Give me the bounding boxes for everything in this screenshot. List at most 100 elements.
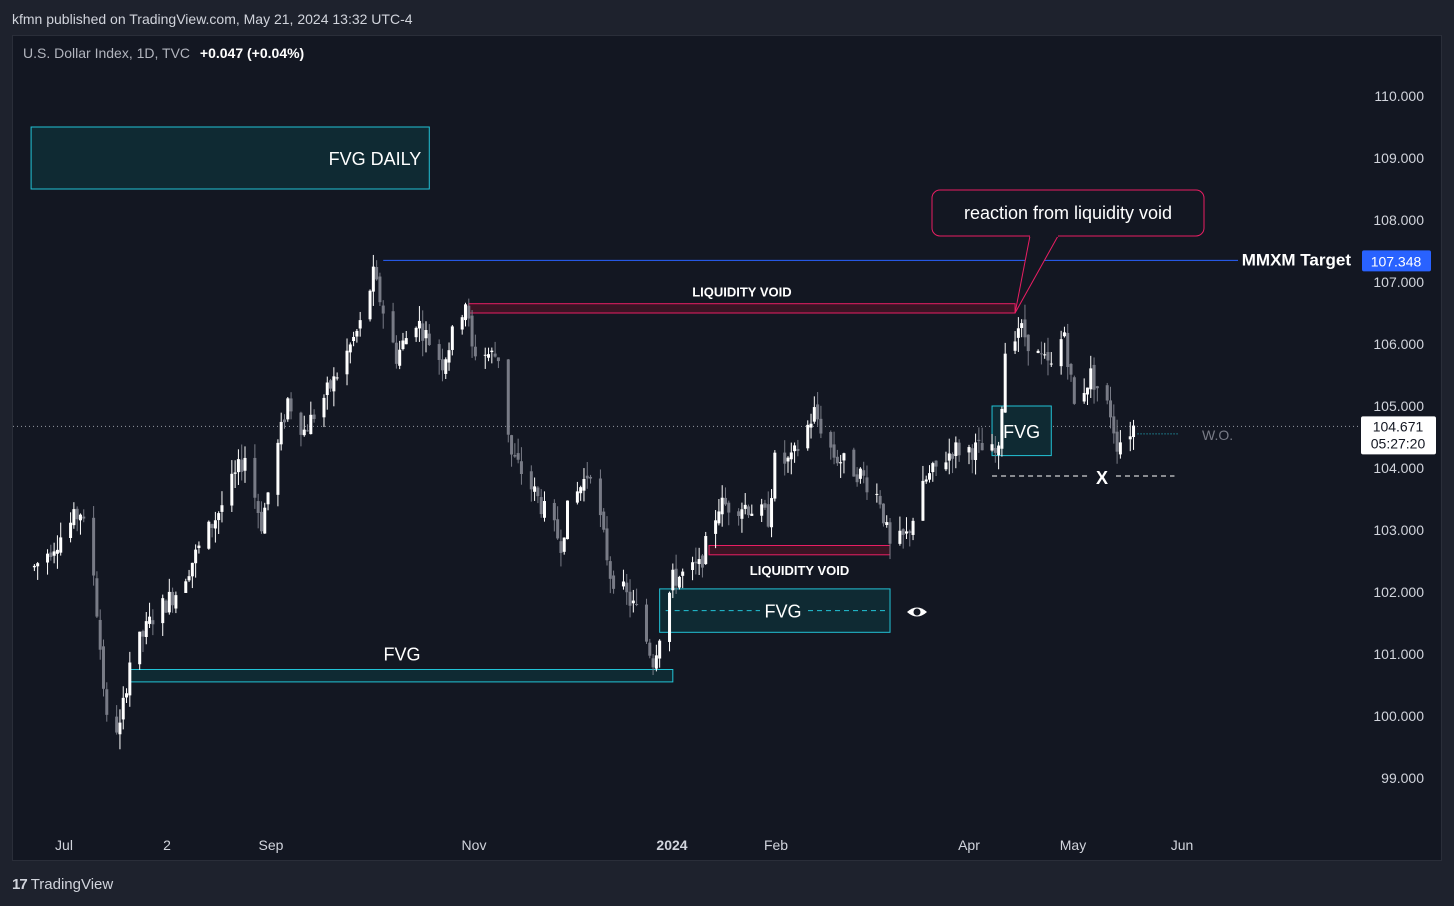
candle (213, 511, 217, 543)
candle-body (463, 304, 467, 321)
wo-label: W.O. (1202, 427, 1233, 443)
candle-body (1066, 332, 1070, 367)
candle-body (72, 509, 76, 526)
candle (947, 438, 951, 475)
candle-body (1026, 334, 1030, 352)
candle-body (207, 521, 211, 549)
candle (552, 499, 556, 532)
candle-body (631, 600, 635, 604)
candle-body (763, 503, 767, 508)
candle-body (1003, 353, 1007, 413)
candle (881, 503, 885, 527)
candle-body (559, 541, 563, 553)
candle (243, 446, 247, 483)
candle-body (98, 619, 102, 650)
symbol-legend[interactable]: U.S. Dollar Index, 1D, TVC +0.047 (+0.04… (23, 45, 304, 61)
candle (648, 638, 652, 659)
candle (602, 508, 606, 533)
candle-body (161, 598, 165, 624)
tradingview-footer[interactable]: 17 TradingView (12, 876, 113, 893)
candle-body (1132, 425, 1136, 438)
candle-body (997, 445, 1001, 456)
candle (144, 612, 148, 645)
candle-body (740, 509, 744, 519)
candle-body (612, 575, 616, 589)
candle (605, 516, 609, 566)
candle-body (691, 562, 695, 571)
candle-body (957, 442, 961, 456)
candle-body (750, 513, 754, 516)
candle-body (164, 600, 168, 613)
candle (539, 489, 543, 518)
candle-body (210, 524, 214, 529)
candle-body (467, 305, 471, 319)
candle-body (358, 320, 362, 329)
candle (437, 339, 441, 375)
candle (118, 709, 122, 750)
candle-body (144, 621, 148, 638)
candle (404, 330, 408, 345)
candle (421, 310, 425, 357)
candle-body (440, 359, 444, 371)
candle (674, 554, 678, 594)
candle (444, 357, 448, 380)
candle (101, 639, 105, 697)
candle (875, 483, 879, 503)
candle (743, 493, 747, 515)
x-tick-label: 2 (163, 837, 171, 853)
candle (997, 441, 1001, 470)
candle-body (970, 448, 974, 460)
candle-body (55, 549, 59, 554)
candle-body (747, 506, 751, 516)
candle (78, 513, 82, 535)
candle (72, 502, 76, 529)
candle (1085, 387, 1089, 406)
candle-body (658, 640, 662, 659)
candle-body (69, 522, 73, 539)
candle-body (256, 501, 260, 514)
candle-body (589, 476, 593, 479)
candle-body (332, 376, 336, 392)
candle (737, 508, 741, 526)
candle (727, 500, 731, 526)
candle-body (720, 497, 724, 515)
candle-body (625, 582, 629, 593)
candle (92, 506, 96, 586)
candle-body (519, 461, 523, 475)
candle-body (230, 473, 234, 506)
candle-body (888, 522, 892, 544)
candle (1049, 352, 1053, 367)
candle (934, 460, 938, 477)
candle (536, 486, 540, 504)
candle (378, 272, 382, 306)
candle-body (253, 457, 257, 498)
candle (786, 456, 790, 473)
candle-body (842, 453, 846, 461)
candle-body (974, 442, 978, 461)
candle (401, 332, 405, 351)
candle-body (437, 344, 441, 360)
candle (819, 405, 823, 439)
candle-body (470, 315, 474, 347)
candle-body (773, 452, 777, 499)
candle-body (1020, 323, 1024, 329)
x-tick-label: Jun (1171, 837, 1194, 853)
candle-body (654, 655, 658, 669)
candle-body (951, 453, 955, 459)
candle-body (582, 479, 586, 491)
candle (184, 578, 188, 593)
candle (493, 341, 497, 358)
candle-body (911, 520, 915, 535)
candle-body (542, 501, 546, 518)
candle (187, 569, 191, 583)
candle-body (378, 276, 382, 303)
candle (773, 450, 777, 502)
candle (700, 554, 704, 578)
candle-body (924, 479, 928, 482)
candle-body (220, 505, 224, 512)
candle-body (299, 412, 303, 435)
candle-body (585, 475, 589, 479)
candle (276, 439, 280, 507)
candle-body (184, 581, 188, 593)
